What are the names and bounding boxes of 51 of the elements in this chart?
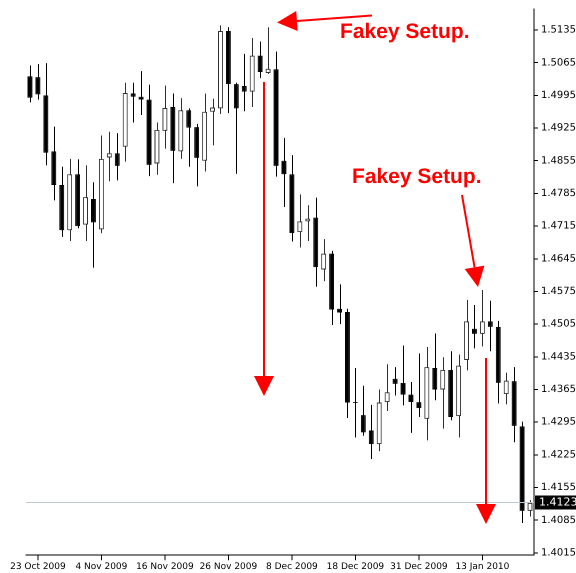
y-tick-label: 1.4085	[541, 514, 576, 526]
y-tick-label: 1.4225	[541, 449, 576, 460]
x-tick-label: 13 Jan 2010	[455, 562, 510, 572]
y-tick-label: 1.4015	[541, 547, 576, 558]
x-tick-label: 18 Dec 2009	[326, 562, 384, 572]
candlestick	[472, 304, 477, 349]
candlestick	[266, 26, 271, 74]
x-tick-label: 23 Oct 2009	[10, 562, 66, 572]
y-tick-label: 1.5135	[541, 24, 576, 36]
candlestick	[91, 182, 96, 268]
candlestick	[130, 82, 136, 123]
x-tick-label: 8 Dec 2009	[266, 562, 318, 572]
candlestick	[210, 98, 215, 146]
y-tick-label: 1.4575	[541, 286, 576, 298]
y-tick-label: 1.4365	[541, 384, 576, 396]
y-tick-label: 1.4785	[541, 188, 576, 199]
candlestick	[416, 353, 422, 418]
y-tick-label: 1.4855	[541, 155, 576, 166]
candlestick	[337, 284, 342, 325]
candlestick	[234, 82, 239, 174]
x-tick-label: 26 Nov 2009	[200, 562, 258, 572]
annotation: Fakey Setup.	[340, 20, 470, 44]
x-tick-label: 16 Nov 2009	[136, 562, 194, 572]
candlestick	[360, 385, 366, 436]
candlestick	[35, 64, 40, 100]
y-tick-label: 1.4435	[541, 351, 576, 362]
candlestick	[106, 131, 112, 182]
candlestick	[28, 64, 32, 103]
x-tick-label: 31 Dec 2009	[390, 562, 448, 572]
candlestick	[384, 364, 390, 412]
y-tick-label: 1.4925	[541, 122, 576, 134]
annotation: Fakey Setup.	[352, 165, 482, 189]
y-tick-label: 1.4155	[541, 482, 576, 494]
candlestick	[488, 300, 493, 352]
y-tick-label: 1.4295	[541, 416, 576, 428]
candlestick	[258, 41, 263, 79]
x-tick-label: 4 Nov 2009	[75, 562, 128, 572]
y-tick-label: 1.4645	[541, 253, 576, 264]
y-tick-label: 1.4715	[541, 220, 576, 232]
y-tick-label: 1.5065	[541, 57, 576, 68]
candlestick	[321, 238, 326, 282]
candlestick	[305, 204, 310, 242]
candlestick	[282, 137, 286, 208]
candlestick	[408, 382, 414, 434]
y-tick-label: 1.4995	[541, 90, 576, 101]
candlestick	[297, 194, 302, 248]
candlestick	[392, 366, 398, 396]
candlestick	[162, 85, 168, 150]
candlestick	[400, 345, 406, 406]
y-tick-label: 1.4505	[541, 318, 576, 330]
candlestick	[480, 290, 485, 348]
